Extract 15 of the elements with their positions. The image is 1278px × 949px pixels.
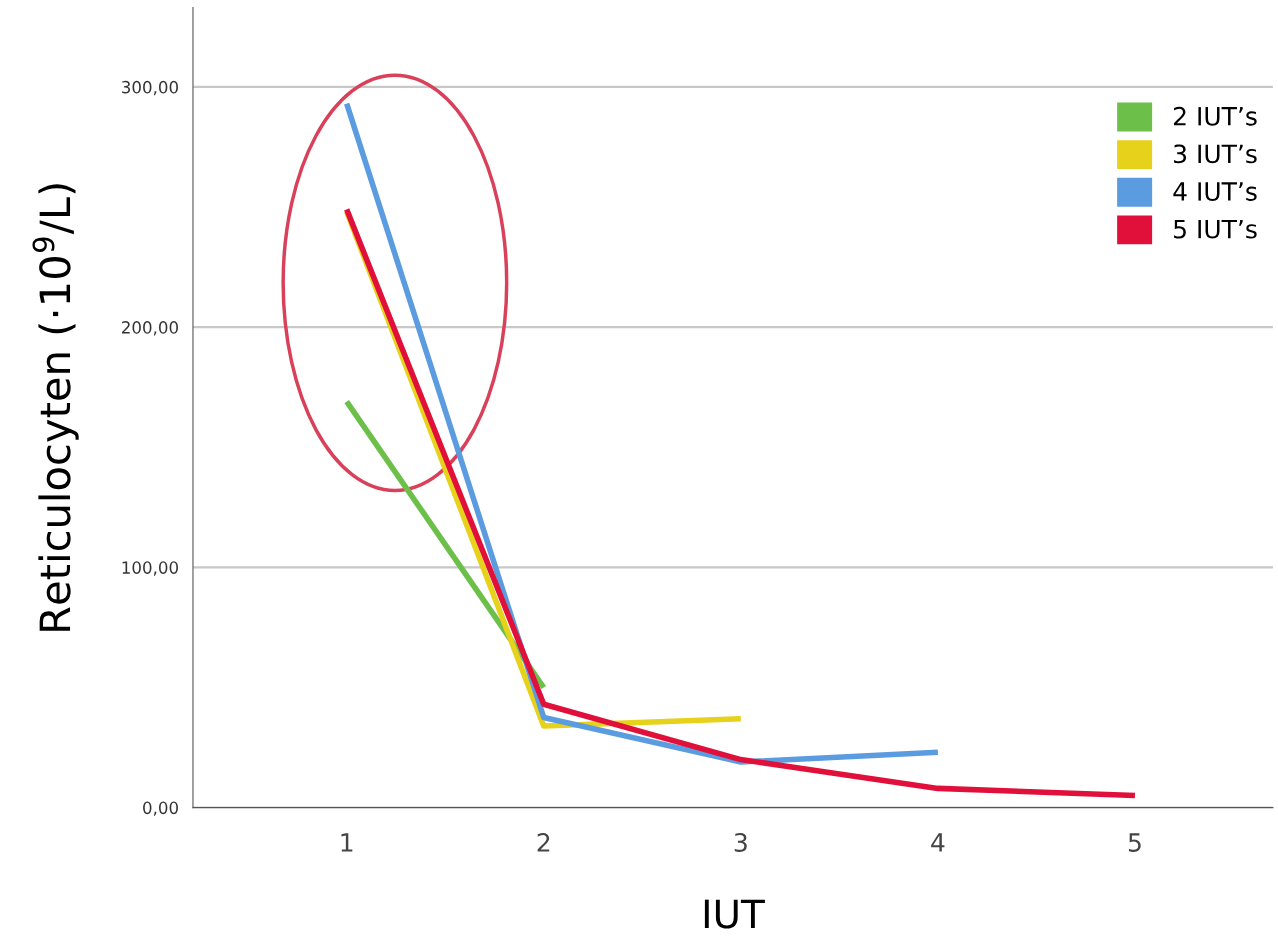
x-tick-label: 2 xyxy=(537,833,550,852)
legend-label: 2 IUT’s xyxy=(1173,106,1257,126)
legend-label: 3 IUT’s xyxy=(1174,144,1257,164)
y-axis-title: Reticulocyten (·10$^{9}$/L) xyxy=(32,184,79,631)
x-tick-label: 1 xyxy=(341,833,353,852)
x-tick-label: 4 xyxy=(931,833,945,852)
legend-label: 4 IUT’s xyxy=(1173,182,1257,201)
y-tick-label: 200,00 xyxy=(121,321,178,336)
x-tick-label: 3 xyxy=(734,833,747,852)
y-tick-label: 100,00 xyxy=(122,561,178,576)
x-axis-title: IUT xyxy=(704,899,765,929)
legend-label: 5 IUT’s xyxy=(1174,219,1257,239)
x-tick-label: 5 xyxy=(1128,833,1141,852)
y-tick-label: 0,00 xyxy=(143,801,178,816)
y-tick-label: 300,00 xyxy=(122,80,178,96)
